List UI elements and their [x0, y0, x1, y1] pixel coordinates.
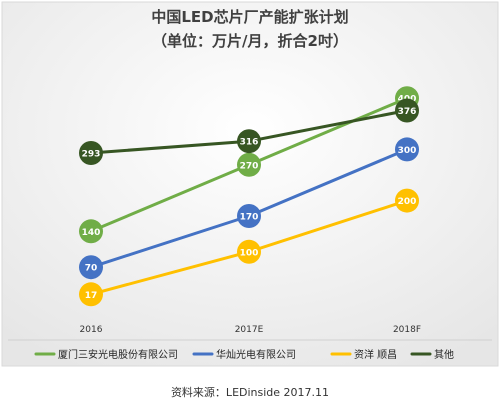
- legend-item: 资洋 顺昌: [330, 348, 397, 361]
- x-tick-label: 2016: [80, 325, 103, 335]
- legend-label: 厦门三安光电股份有限公司: [58, 348, 178, 361]
- data-point: [395, 137, 419, 162]
- legend-item: 厦门三安光电股份有限公司: [34, 348, 178, 361]
- chart-subtitle: （单位：万片/月，折合2吋）: [152, 32, 348, 50]
- chart-background: [1, 1, 499, 367]
- x-axis-ticks: 2016 2017E 2018F: [80, 325, 422, 335]
- data-point: [395, 98, 419, 123]
- legend-item: 华灿光电有限公司: [192, 348, 296, 361]
- data-label: 316: [240, 138, 259, 148]
- plot-area: 1402704007017030017100200293316376: [79, 86, 419, 307]
- data-label: 17: [85, 291, 98, 301]
- data-point: [79, 219, 103, 244]
- data-label: 270: [240, 161, 259, 171]
- data-point: [79, 282, 103, 307]
- data-point: [79, 141, 103, 165]
- data-label: 300: [398, 146, 417, 156]
- data-label: 140: [82, 228, 101, 238]
- data-label: 200: [398, 197, 417, 207]
- chart-title: 中国LED芯片厂产能扩张计划: [151, 8, 348, 26]
- legend: 厦门三安光电股份有限公司 华灿光电有限公司 资洋 顺昌 其他: [34, 348, 454, 361]
- data-point: [237, 204, 261, 228]
- legend-label: 资洋 顺昌: [354, 348, 397, 361]
- data-point: [237, 152, 261, 177]
- data-point: [237, 129, 261, 154]
- x-tick-label: 2017E: [235, 325, 264, 335]
- source-note: 资料来源：LEDinside 2017.11: [171, 385, 329, 399]
- data-label: 70: [85, 264, 98, 274]
- data-label: 170: [240, 213, 259, 223]
- data-point: [237, 239, 261, 264]
- data-label: 293: [82, 150, 101, 160]
- legend-label: 华灿光电有限公司: [216, 348, 296, 361]
- data-label: 376: [398, 107, 417, 117]
- legend-label: 其他: [434, 348, 454, 361]
- data-label: 100: [240, 248, 259, 258]
- legend-item: 其他: [410, 348, 454, 361]
- data-point: [79, 255, 103, 280]
- data-point: [395, 188, 419, 213]
- x-tick-label: 2018F: [393, 325, 421, 335]
